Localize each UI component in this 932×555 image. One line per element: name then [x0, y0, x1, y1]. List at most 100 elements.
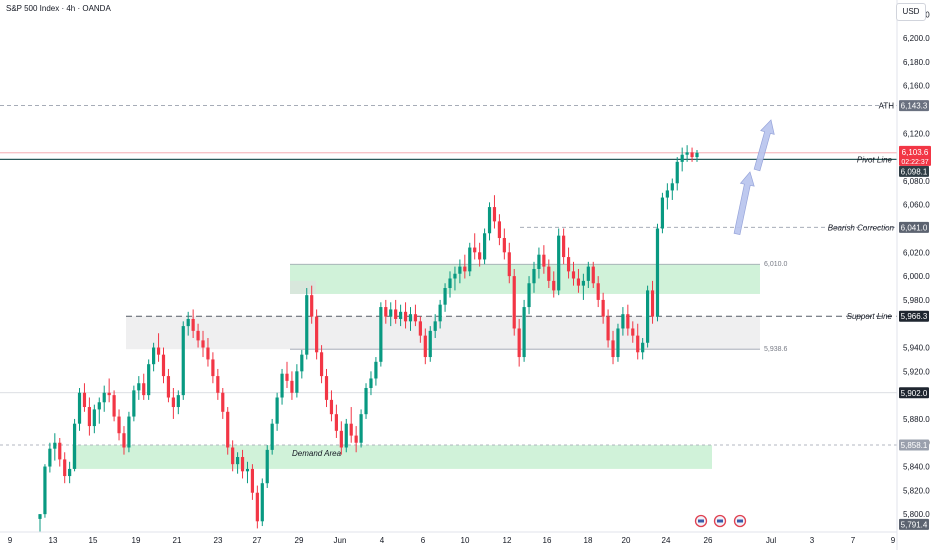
candle[interactable]: [413, 304, 418, 327]
candle[interactable]: [77, 387, 82, 431]
candle[interactable]: [315, 309, 319, 360]
candle[interactable]: [310, 285, 314, 324]
candle[interactable]: [240, 449, 245, 479]
candle[interactable]: [226, 407, 230, 455]
candle[interactable]: [655, 223, 660, 322]
candle[interactable]: [280, 368, 284, 405]
candle[interactable]: [216, 368, 220, 400]
candle[interactable]: [171, 387, 175, 419]
candle[interactable]: [137, 376, 141, 400]
candle[interactable]: [606, 309, 610, 348]
candle[interactable]: [147, 359, 151, 400]
candle[interactable]: [245, 461, 250, 484]
candle[interactable]: [646, 285, 650, 348]
economic-event-icon[interactable]: [713, 514, 727, 528]
candle[interactable]: [221, 387, 225, 419]
candle[interactable]: [532, 261, 536, 293]
candle[interactable]: [512, 268, 516, 336]
candle[interactable]: [285, 361, 289, 388]
candle[interactable]: [369, 371, 373, 396]
candle[interactable]: [586, 261, 590, 289]
candle[interactable]: [571, 261, 576, 286]
candle[interactable]: [631, 321, 635, 343]
candle[interactable]: [601, 292, 605, 324]
candle[interactable]: [581, 273, 585, 300]
candle[interactable]: [63, 452, 67, 484]
candle[interactable]: [448, 271, 452, 298]
candle[interactable]: [319, 345, 324, 384]
candle[interactable]: [191, 309, 195, 339]
candle[interactable]: [522, 299, 526, 362]
candle[interactable]: [186, 311, 190, 336]
candle[interactable]: [97, 397, 101, 424]
candle[interactable]: [478, 242, 482, 267]
candle[interactable]: [344, 418, 348, 453]
candle[interactable]: [260, 478, 264, 527]
candle[interactable]: [418, 316, 422, 343]
candle[interactable]: [487, 202, 492, 241]
candle[interactable]: [527, 276, 531, 315]
candle[interactable]: [295, 364, 299, 398]
candle[interactable]: [161, 347, 166, 384]
currency-button[interactable]: USD: [896, 3, 926, 21]
candle[interactable]: [695, 149, 699, 162]
candle[interactable]: [641, 338, 645, 360]
candle[interactable]: [68, 461, 72, 484]
candle[interactable]: [250, 464, 255, 500]
candle[interactable]: [265, 445, 269, 488]
candle[interactable]: [517, 318, 521, 367]
candle[interactable]: [403, 302, 408, 329]
candle[interactable]: [433, 314, 437, 339]
candle[interactable]: [305, 288, 309, 360]
candle[interactable]: [473, 233, 477, 260]
candle[interactable]: [58, 437, 62, 467]
candle[interactable]: [334, 404, 338, 438]
candle[interactable]: [557, 228, 561, 296]
economic-event-icon[interactable]: [694, 514, 708, 528]
candle[interactable]: [685, 145, 689, 162]
candle[interactable]: [107, 378, 111, 403]
candle[interactable]: [438, 299, 442, 329]
candle[interactable]: [329, 390, 334, 422]
candle[interactable]: [275, 392, 279, 431]
candle[interactable]: [300, 349, 304, 379]
candle[interactable]: [389, 302, 393, 327]
candle[interactable]: [670, 178, 674, 200]
candle[interactable]: [482, 228, 487, 265]
candle[interactable]: [156, 333, 161, 362]
candle[interactable]: [270, 418, 274, 455]
candle[interactable]: [102, 385, 106, 412]
candle[interactable]: [616, 323, 620, 362]
candle[interactable]: [201, 330, 205, 358]
candle[interactable]: [675, 157, 679, 191]
candle[interactable]: [453, 266, 457, 291]
candle[interactable]: [82, 383, 87, 412]
candle[interactable]: [87, 397, 91, 436]
candle[interactable]: [324, 368, 329, 408]
candle[interactable]: [665, 183, 669, 210]
candle[interactable]: [38, 514, 42, 532]
candle[interactable]: [290, 371, 294, 400]
candle[interactable]: [690, 147, 694, 162]
candle[interactable]: [650, 280, 655, 324]
candle[interactable]: [399, 304, 403, 327]
candle[interactable]: [354, 426, 358, 453]
candle[interactable]: [374, 357, 378, 386]
candle[interactable]: [132, 385, 136, 422]
candle[interactable]: [443, 283, 447, 312]
candle[interactable]: [660, 192, 665, 234]
candle[interactable]: [468, 242, 472, 277]
candle[interactable]: [384, 299, 388, 324]
candle[interactable]: [92, 404, 96, 434]
candle[interactable]: [596, 276, 600, 308]
candle[interactable]: [231, 440, 235, 472]
candle[interactable]: [112, 390, 116, 422]
candle[interactable]: [122, 426, 126, 455]
candle[interactable]: [166, 368, 171, 403]
candle[interactable]: [428, 326, 432, 362]
economic-event-icon[interactable]: [733, 514, 747, 528]
candle[interactable]: [339, 421, 343, 455]
candle[interactable]: [552, 271, 556, 298]
candle[interactable]: [359, 409, 363, 448]
candle[interactable]: [364, 383, 368, 419]
